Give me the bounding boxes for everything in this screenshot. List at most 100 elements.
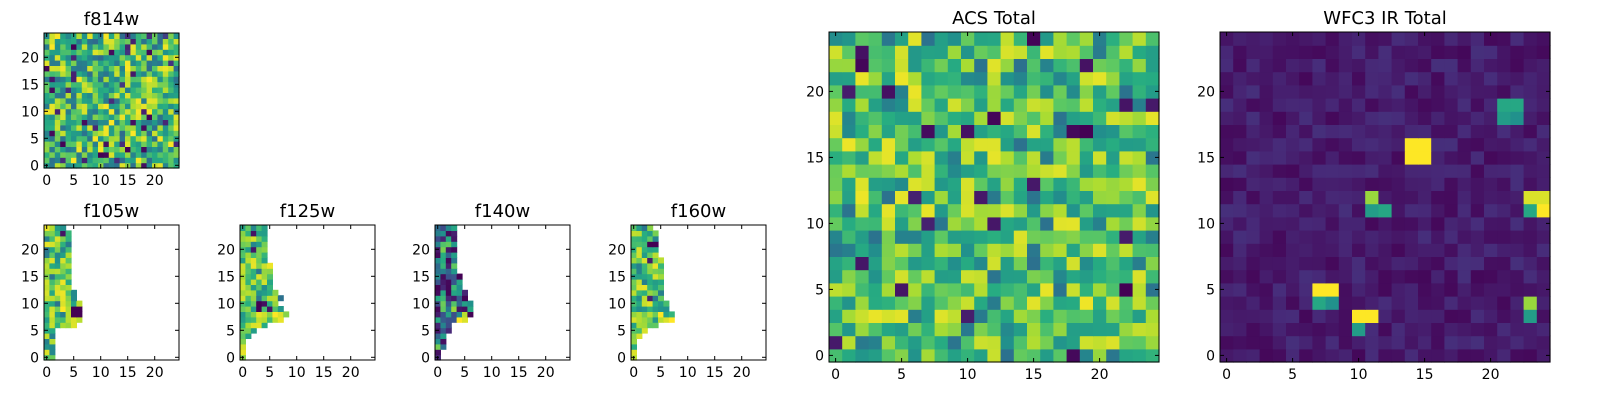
heatmap-cell <box>141 60 148 66</box>
heatmap-cell <box>1431 230 1445 244</box>
heatmap-cell <box>114 54 121 61</box>
heatmap-cell <box>1378 84 1393 99</box>
heatmap-cell <box>54 279 61 285</box>
heatmap-cell <box>440 230 447 237</box>
heatmap-cell <box>54 306 61 312</box>
heatmap-cell <box>1000 32 1015 46</box>
heatmap-cell <box>881 348 896 363</box>
heatmap-cell <box>934 84 949 99</box>
heatmap-cell <box>947 71 962 86</box>
heatmap-cell <box>1079 216 1094 231</box>
heatmap-cell <box>987 309 1002 323</box>
heatmap-cell <box>947 256 962 271</box>
heatmap-cell <box>261 241 268 248</box>
heatmap-cell <box>1286 98 1300 112</box>
heatmap-cell <box>1418 216 1432 231</box>
heatmap-cell <box>1352 150 1366 165</box>
heatmap-cell <box>49 76 56 83</box>
heatmap-cell <box>71 43 77 50</box>
heatmap-cell <box>1233 322 1247 337</box>
heatmap-cell <box>119 162 126 169</box>
heatmap-cell <box>647 235 654 242</box>
heatmap-cell <box>440 284 447 291</box>
heatmap-cell <box>1233 256 1247 271</box>
x-tick-label: 20 <box>733 365 751 381</box>
heatmap-cell <box>1338 124 1353 139</box>
heatmap-cell <box>135 97 142 104</box>
heatmap-cell <box>162 49 169 56</box>
heatmap-cell <box>921 269 936 284</box>
heatmap-cell <box>1418 137 1432 152</box>
heatmap-cell <box>1484 243 1498 257</box>
heatmap-cell <box>1338 190 1353 205</box>
heatmap-cell <box>947 164 962 178</box>
heatmap-cell <box>71 65 77 72</box>
heatmap-cell <box>1132 124 1147 139</box>
heatmap-cell <box>1246 203 1261 218</box>
heatmap-cell <box>256 225 263 231</box>
heatmap-cell <box>71 151 77 158</box>
heatmap-cell <box>60 87 67 93</box>
heatmap-cell <box>157 65 164 72</box>
heatmap-cell <box>1365 335 1379 350</box>
heatmap-cell <box>987 32 1002 46</box>
heatmap-cell <box>658 311 664 318</box>
heatmap-cell <box>261 316 268 323</box>
heatmap-cell <box>652 268 659 275</box>
heatmap-cell <box>87 76 94 83</box>
heatmap-cell <box>146 146 153 153</box>
heatmap-cell <box>98 70 104 77</box>
heatmap-cell <box>921 111 936 125</box>
heatmap-cell <box>1286 309 1300 323</box>
heatmap-cell <box>895 296 909 310</box>
heatmap-cell <box>135 38 142 45</box>
heatmap-cell <box>168 124 175 131</box>
heatmap-cell <box>987 348 1002 363</box>
heatmap-cell <box>947 58 962 73</box>
heatmap-cell <box>125 124 131 131</box>
heatmap-cell <box>1352 124 1366 139</box>
x-tick-label: 20 <box>1482 367 1500 383</box>
heatmap-cell <box>1145 124 1160 139</box>
heatmap-cell <box>1510 243 1525 257</box>
heatmap-cell <box>65 252 72 258</box>
heatmap-cell <box>49 354 56 361</box>
heatmap-cell <box>1233 84 1247 99</box>
heatmap-cell <box>1286 164 1300 178</box>
heatmap-cell <box>1404 150 1419 165</box>
heatmap-cell <box>895 124 909 139</box>
heatmap-cell <box>908 58 922 73</box>
heatmap-cell <box>168 76 175 83</box>
heatmap-cell <box>108 43 115 50</box>
heatmap-cell <box>829 282 843 297</box>
heatmap-cell <box>125 146 131 153</box>
heatmap-cell <box>71 97 77 104</box>
heatmap-cell <box>1470 269 1485 284</box>
heatmap-cell <box>987 282 1002 297</box>
heatmap-cell <box>1325 309 1340 323</box>
heatmap-cell <box>103 70 110 77</box>
heatmap-cell <box>1391 150 1406 165</box>
heatmap-cell <box>829 269 843 284</box>
heatmap-cell <box>81 146 88 153</box>
heatmap-cell <box>636 327 643 334</box>
heatmap-cell <box>157 146 164 153</box>
heatmap-cell <box>1040 309 1054 323</box>
heatmap-cell <box>1220 203 1234 218</box>
heatmap-cell <box>152 60 158 66</box>
y-tick-label: 15 <box>608 269 626 285</box>
heatmap-cell <box>435 289 441 296</box>
heatmap-cell <box>256 322 263 329</box>
heatmap-cell <box>663 316 670 323</box>
heatmap-cell <box>54 103 61 110</box>
heatmap-cell <box>119 81 126 88</box>
heatmap-cell <box>1457 256 1472 271</box>
panel-title: f160w <box>671 201 726 222</box>
heatmap-cell <box>1145 150 1160 165</box>
heatmap-cell <box>44 289 50 296</box>
heatmap-cell <box>1312 71 1327 86</box>
heatmap-cell <box>92 135 99 142</box>
heatmap-cell <box>868 137 883 152</box>
heatmap-cell <box>961 124 975 139</box>
heatmap-cell <box>49 284 56 291</box>
